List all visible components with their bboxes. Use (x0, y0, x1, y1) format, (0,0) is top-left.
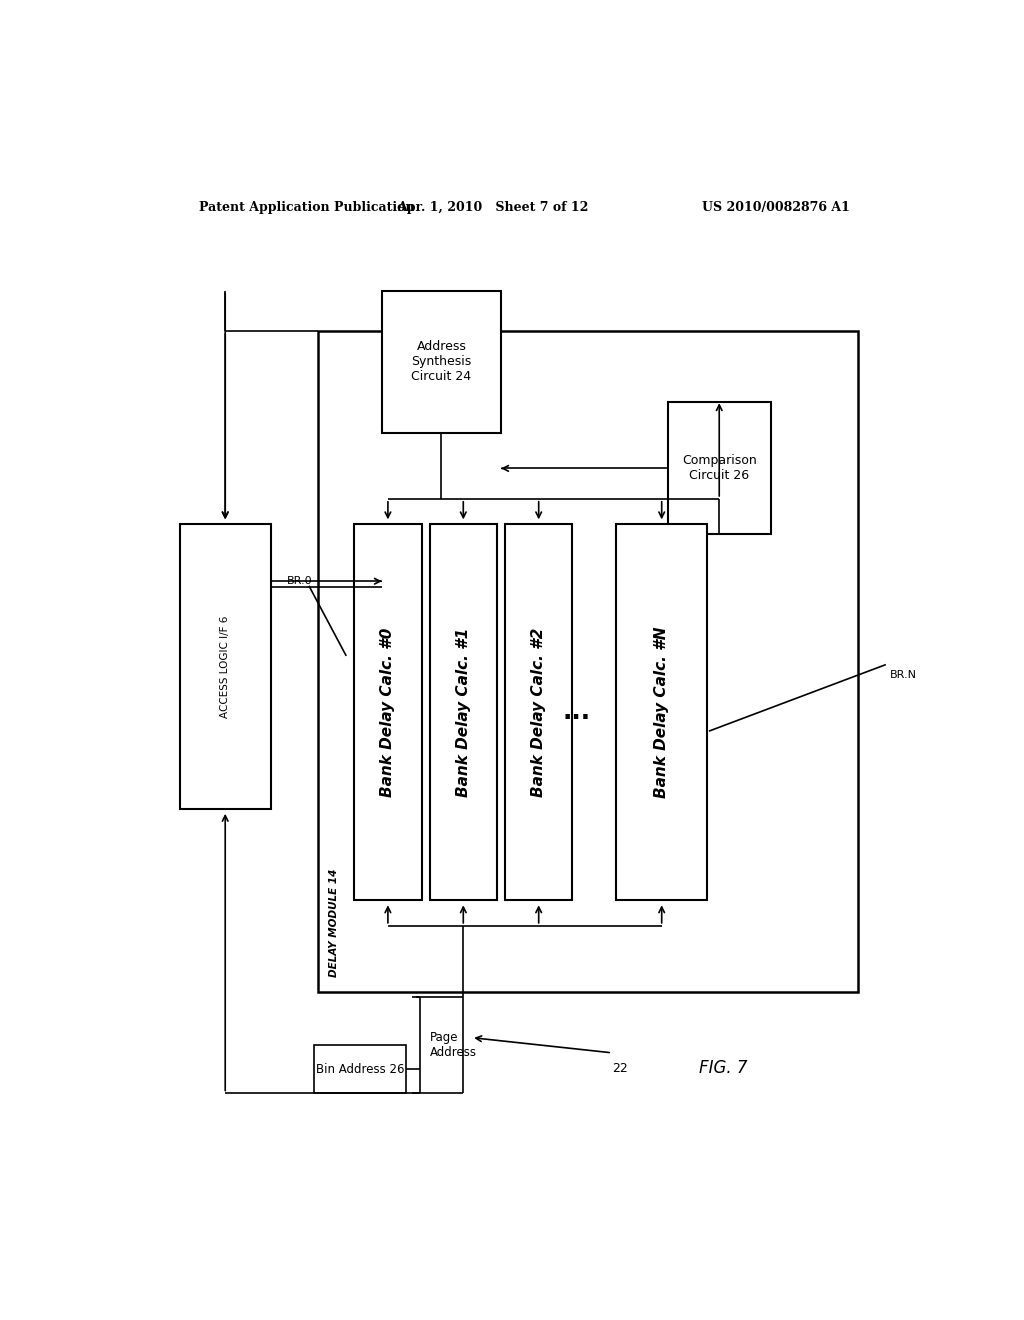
Bar (382, 290, 501, 433)
Text: Patent Application Publication: Patent Application Publication (200, 201, 415, 214)
Bar (318, 331, 858, 991)
Text: Comparison
Circuit 26: Comparison Circuit 26 (682, 454, 757, 482)
Text: Bank Delay Calc. #2: Bank Delay Calc. #2 (531, 627, 546, 797)
Text: 22: 22 (612, 1061, 628, 1074)
Text: DELAY MODULE 14: DELAY MODULE 14 (329, 869, 339, 977)
Text: Address
Synthesis
Circuit 24: Address Synthesis Circuit 24 (412, 341, 472, 383)
Text: BR.0: BR.0 (287, 576, 312, 586)
Text: Page
Address: Page Address (430, 1031, 476, 1059)
Text: FIG. 7: FIG. 7 (699, 1059, 748, 1077)
Text: ...: ... (562, 701, 591, 725)
Bar (505, 524, 572, 900)
Bar (430, 524, 497, 900)
Text: Bin Address 26: Bin Address 26 (315, 1063, 404, 1076)
Text: BR.N: BR.N (890, 669, 916, 680)
Bar (179, 524, 270, 809)
Bar (616, 524, 708, 900)
Bar (668, 403, 771, 535)
Text: US 2010/0082876 A1: US 2010/0082876 A1 (702, 201, 850, 214)
Text: Bank Delay Calc. #N: Bank Delay Calc. #N (654, 627, 670, 799)
Text: Apr. 1, 2010   Sheet 7 of 12: Apr. 1, 2010 Sheet 7 of 12 (397, 201, 589, 214)
Bar (354, 524, 422, 900)
Text: Bank Delay Calc. #0: Bank Delay Calc. #0 (380, 627, 395, 797)
Bar (314, 1044, 406, 1093)
Text: Bank Delay Calc. #1: Bank Delay Calc. #1 (456, 627, 471, 797)
Text: ACCESS LOGIC I/F 6: ACCESS LOGIC I/F 6 (220, 615, 230, 718)
